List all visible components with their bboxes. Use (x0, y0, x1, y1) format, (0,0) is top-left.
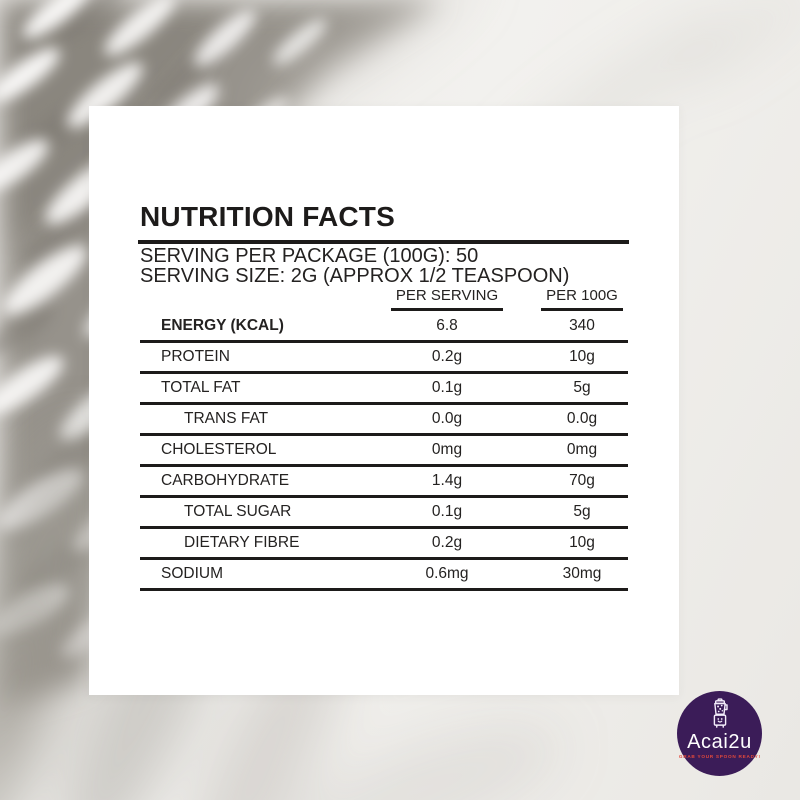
row-label: ENERGY (KCAL) (161, 317, 284, 334)
row-per-serving-value: 0.2g (431, 348, 463, 365)
column-header-per-100g: PER 100G (541, 287, 623, 311)
table-row: DIETARY FIBRE 0.2g 10g (140, 529, 628, 560)
row-per-serving-value: 1.4g (431, 472, 463, 489)
blender-icon (713, 698, 728, 728)
row-per-100g-value: 70g (569, 472, 595, 489)
table-row: TOTAL SUGAR 0.1g 5g (140, 498, 628, 529)
title-rule (138, 240, 629, 244)
row-label: TOTAL FAT (161, 379, 241, 396)
brand-tagline: GRAB YOUR SPOON READY! (678, 754, 761, 760)
table-row: TOTAL FAT 0.1g 5g (140, 374, 628, 405)
row-per-100g-value: 0mg (566, 441, 598, 458)
nutrition-table: PER SERVING PER 100G ENERGY (KCAL) 6.8 3… (140, 287, 628, 591)
table-row: ENERGY (KCAL) 6.8 340 (140, 312, 628, 343)
row-per-100g-value: 10g (569, 534, 595, 551)
row-per-serving-value: 0.0g (431, 410, 463, 427)
row-per-100g-value: 10g (569, 348, 595, 365)
row-per-serving-value: 0mg (431, 441, 463, 458)
row-label: TRANS FAT (184, 410, 269, 427)
row-label: TOTAL SUGAR (184, 503, 292, 520)
nutrition-facts-title: NUTRITION FACTS (140, 201, 395, 232)
row-per-100g-value: 5g (573, 503, 591, 520)
row-per-serving-value: 6.8 (436, 317, 458, 334)
row-per-serving-value: 0.1g (431, 379, 463, 396)
serving-per-package: SERVING PER PACKAGE (100G): 50 (140, 245, 479, 267)
row-per-serving-value: 0.2g (431, 534, 463, 551)
row-label: CARBOHYDRATE (161, 472, 290, 489)
row-per-100g-value: 30mg (562, 565, 602, 582)
row-per-100g-value: 5g (573, 379, 591, 396)
table-row: SODIUM 0.6mg 30mg (140, 560, 628, 591)
table-row: CHOLESTEROL 0mg 0mg (140, 436, 628, 467)
row-per-100g-value: 0.0g (566, 410, 598, 427)
brand-logo: Acai2u GRAB YOUR SPOON READY! (677, 691, 762, 776)
row-per-serving-value: 0.6mg (425, 565, 469, 582)
column-header-per-serving: PER SERVING (390, 287, 504, 311)
row-per-100g-value: 340 (569, 317, 595, 334)
table-header-row: PER SERVING PER 100G (140, 287, 628, 312)
brand-name: Acai2u (687, 731, 752, 753)
row-label: DIETARY FIBRE (184, 534, 300, 551)
row-per-serving-value: 0.1g (431, 503, 463, 520)
row-label: SODIUM (161, 565, 223, 582)
nutrition-table-body: ENERGY (KCAL) 6.8 340 PROTEIN 0.2g 10g T… (140, 312, 628, 591)
table-row: TRANS FAT 0.0g 0.0g (140, 405, 628, 436)
serving-size: SERVING SIZE: 2G (APPROX 1/2 TEASPOON) (140, 265, 570, 287)
row-label: PROTEIN (161, 348, 230, 365)
nutrition-facts-card: NUTRITION FACTS SERVING PER PACKAGE (100… (89, 106, 679, 695)
row-label: CHOLESTEROL (161, 441, 277, 458)
table-row: PROTEIN 0.2g 10g (140, 343, 628, 374)
table-row: CARBOHYDRATE 1.4g 70g (140, 467, 628, 498)
